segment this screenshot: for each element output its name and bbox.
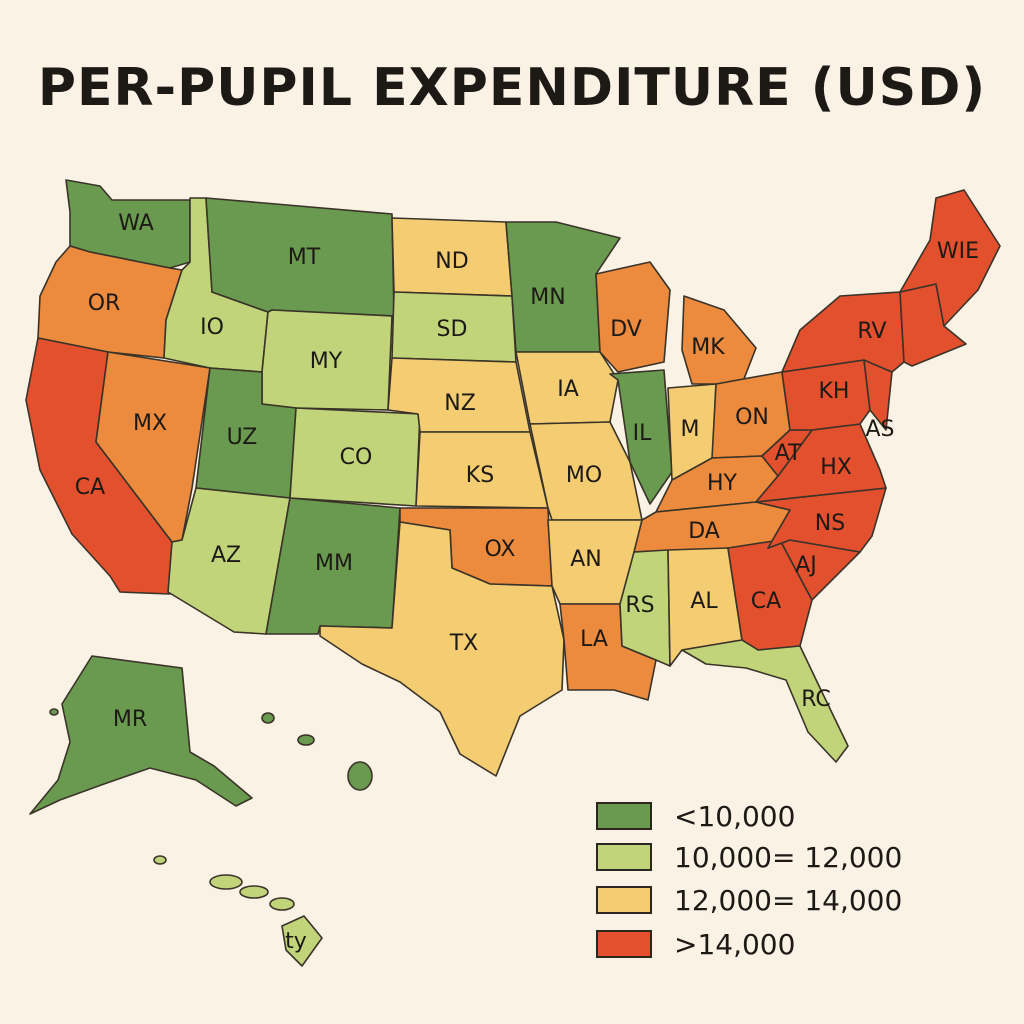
state-label-pa: KH — [819, 379, 850, 404]
island — [49, 708, 59, 716]
state-label-mn: MN — [530, 285, 565, 310]
legend-label: 10,000= 12,000 — [674, 840, 903, 874]
state-label-fl: RC — [801, 687, 831, 712]
legend-item: 10,000= 12,000 — [596, 839, 902, 875]
state-label-il: IL — [633, 421, 652, 446]
state-ia[interactable] — [515, 351, 619, 425]
state-label-tx: TX — [449, 631, 479, 656]
state-label-wi: DV — [610, 317, 642, 342]
state-label-hi: ty — [285, 929, 307, 954]
legend-swatch — [596, 930, 652, 958]
state-label-ca: CA — [75, 475, 105, 500]
hawaii-islands — [153, 855, 323, 967]
state-label-wy: MY — [310, 349, 343, 374]
state-ny[interactable] — [781, 291, 905, 373]
legend-label: <10,000 — [674, 799, 796, 833]
island — [347, 761, 373, 791]
state-hi-big-island[interactable] — [281, 915, 323, 967]
legend-item: <10,000 — [596, 798, 795, 834]
state-label-oh: ON — [735, 405, 769, 430]
legend-label: >14,000 — [674, 927, 796, 961]
hi-island — [239, 885, 269, 899]
state-label-wv: AT — [775, 441, 802, 466]
state-label-ok: OX — [485, 537, 516, 562]
island — [261, 712, 275, 724]
state-label-mt: MT — [288, 245, 321, 270]
state-label-wa: WA — [118, 211, 154, 236]
legend-item: >14,000 — [596, 926, 795, 962]
state-tx[interactable] — [319, 521, 565, 777]
legend: <10,000 10,000= 12,000 12,000= 14,000 >1… — [596, 798, 956, 978]
state-label-co: CO — [340, 445, 373, 470]
state-label-tn: DA — [688, 519, 720, 544]
map-title: PER-PUPIL EXPENDITURE (USD) — [37, 58, 987, 118]
state-label-sd: SD — [437, 317, 468, 342]
state-label-al: AL — [690, 589, 718, 614]
state-label-nm: MM — [315, 551, 353, 576]
legend-label: 12,000= 14,000 — [674, 883, 903, 917]
state-label-in: M — [681, 417, 700, 442]
state-label-id: IO — [200, 315, 224, 340]
state-fl[interactable] — [681, 639, 849, 763]
state-label-ne: NZ — [444, 391, 476, 416]
legend-swatch — [596, 802, 652, 830]
legend-swatch — [596, 886, 652, 914]
state-label-ks: KS — [466, 463, 494, 488]
state-label-ky: HY — [707, 471, 738, 496]
hi-island — [153, 855, 167, 865]
state-label-nj: AS — [865, 417, 894, 442]
state-label-va: HX — [820, 455, 852, 480]
legend-item: 12,000= 14,000 — [596, 882, 902, 918]
state-label-me: WIE — [937, 239, 979, 264]
state-label-nd: ND — [435, 249, 468, 274]
hi-island — [209, 874, 243, 890]
state-nc[interactable] — [755, 487, 887, 553]
state-label-or: OR — [88, 291, 121, 316]
state-label-nc: NS — [815, 511, 845, 536]
alaska-islands — [49, 708, 373, 791]
state-label-la: LA — [580, 627, 608, 652]
state-label-mi: MK — [691, 335, 725, 360]
state-label-ny: RV — [857, 319, 886, 344]
state-label-sc: AJ — [795, 553, 817, 578]
state-ak[interactable] — [29, 655, 253, 815]
state-label-ia: IA — [557, 377, 579, 402]
state-wa[interactable] — [65, 179, 191, 269]
island — [297, 734, 315, 746]
state-label-ms: RS — [625, 593, 654, 618]
hi-island — [269, 897, 295, 911]
state-label-az: AZ — [211, 543, 241, 568]
state-label-ga: CA — [751, 589, 781, 614]
state-il[interactable] — [609, 369, 673, 505]
state-wi[interactable] — [595, 261, 671, 373]
state-label-ak: MR — [113, 707, 147, 732]
state-label-mo: MO — [566, 463, 602, 488]
state-label-nv: MX — [133, 411, 167, 436]
state-label-ut: UZ — [227, 425, 258, 450]
state-me[interactable] — [899, 189, 1001, 327]
state-label-ar: AN — [570, 547, 602, 572]
legend-swatch — [596, 843, 652, 871]
